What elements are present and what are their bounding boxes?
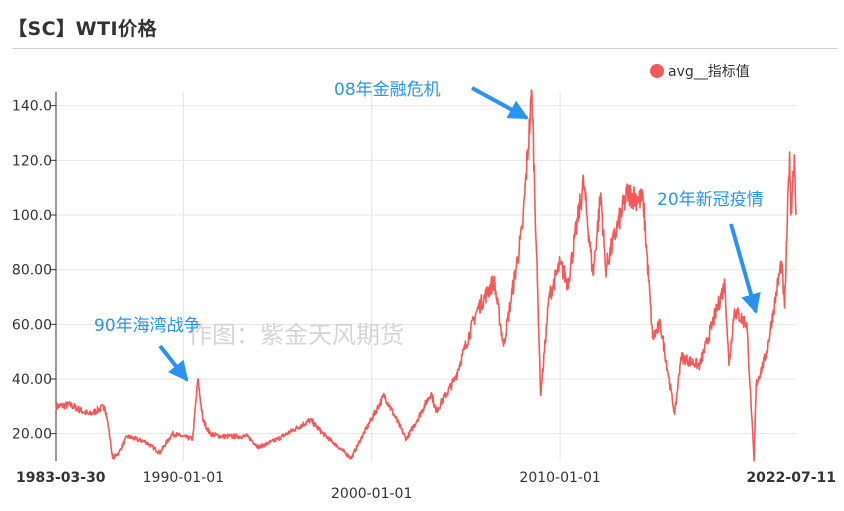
- grid-lines: [56, 92, 796, 461]
- legend-marker: [650, 64, 664, 78]
- plot-area: [55, 89, 797, 462]
- annotation-arrow: [729, 223, 761, 314]
- series-line-wti: [55, 89, 797, 462]
- y-axis: 20.00 40.00 60.00 80.00 100.0 120.0 140.0: [12, 92, 57, 461]
- chart-title: 【SC】WTI价格: [8, 18, 158, 40]
- annotation-arrow: [158, 344, 189, 382]
- annotations: 90年海湾战争 08年金融危机 20年新冠疫情: [94, 80, 764, 382]
- annotation-label: 20年新冠疫情: [657, 190, 764, 210]
- y-tick-label: 120.0: [12, 153, 52, 169]
- y-tick-label: 40.00: [12, 372, 52, 388]
- x-axis: 1983-03-30 1990-01-01 2000-01-01 2010-01-01…: [16, 470, 836, 502]
- y-tick-label: 20.00: [12, 427, 52, 443]
- y-tick-label: 80.00: [12, 263, 52, 279]
- x-tick-label: 1983-03-30: [16, 470, 106, 486]
- watermark: 作图：紫金天风期货: [188, 321, 404, 349]
- legend-label: avg__指标值: [668, 64, 750, 80]
- y-tick-label: 60.00: [12, 317, 52, 333]
- x-tick-label: 2022-07-11: [746, 470, 836, 486]
- x-tick-label: 1990-01-01: [143, 470, 224, 486]
- annotation-label: 90年海湾战争: [94, 316, 201, 336]
- x-tick-label: 2010-01-01: [519, 470, 600, 486]
- y-tick-label: 140.0: [12, 99, 52, 115]
- legend[interactable]: avg__指标值: [650, 64, 750, 80]
- annotation-label: 08年金融危机: [334, 80, 441, 100]
- x-tick-label: 2000-01-01: [331, 486, 412, 502]
- y-tick-label: 100.0: [12, 208, 52, 224]
- title-divider: [12, 48, 838, 49]
- annotation-arrow: [471, 86, 529, 120]
